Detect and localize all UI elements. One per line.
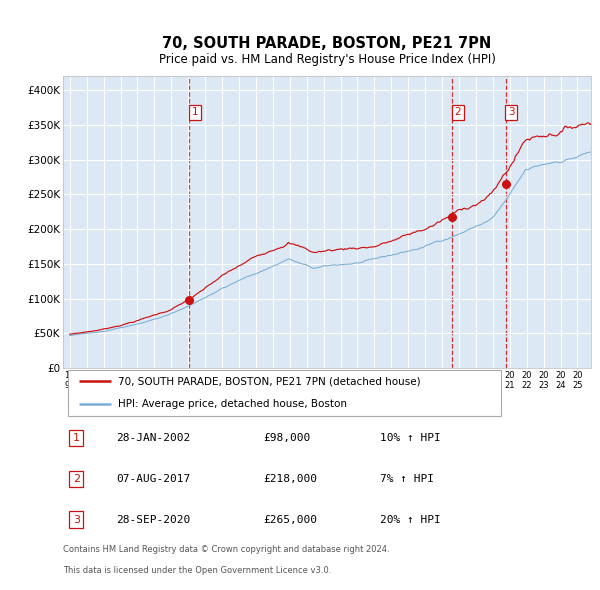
Text: 3: 3 — [508, 107, 515, 117]
Text: 2: 2 — [454, 107, 461, 117]
Text: 1: 1 — [73, 433, 80, 443]
Text: 1: 1 — [192, 107, 199, 117]
Text: £218,000: £218,000 — [263, 474, 317, 484]
Text: 28-JAN-2002: 28-JAN-2002 — [116, 433, 190, 443]
Text: 70, SOUTH PARADE, BOSTON, PE21 7PN: 70, SOUTH PARADE, BOSTON, PE21 7PN — [163, 37, 491, 51]
Text: 20% ↑ HPI: 20% ↑ HPI — [380, 515, 440, 525]
Text: This data is licensed under the Open Government Licence v3.0.: This data is licensed under the Open Gov… — [63, 566, 331, 575]
Text: 10% ↑ HPI: 10% ↑ HPI — [380, 433, 440, 443]
Text: £265,000: £265,000 — [263, 515, 317, 525]
Text: 7% ↑ HPI: 7% ↑ HPI — [380, 474, 434, 484]
Text: £98,000: £98,000 — [263, 433, 311, 443]
Text: 3: 3 — [73, 515, 80, 525]
Text: HPI: Average price, detached house, Boston: HPI: Average price, detached house, Bost… — [118, 399, 347, 409]
FancyBboxPatch shape — [68, 370, 501, 416]
Text: Price paid vs. HM Land Registry's House Price Index (HPI): Price paid vs. HM Land Registry's House … — [158, 53, 496, 66]
Text: 28-SEP-2020: 28-SEP-2020 — [116, 515, 190, 525]
Text: Contains HM Land Registry data © Crown copyright and database right 2024.: Contains HM Land Registry data © Crown c… — [63, 546, 389, 555]
Text: 70, SOUTH PARADE, BOSTON, PE21 7PN (detached house): 70, SOUTH PARADE, BOSTON, PE21 7PN (deta… — [118, 376, 421, 386]
Text: 07-AUG-2017: 07-AUG-2017 — [116, 474, 190, 484]
Text: 2: 2 — [73, 474, 80, 484]
